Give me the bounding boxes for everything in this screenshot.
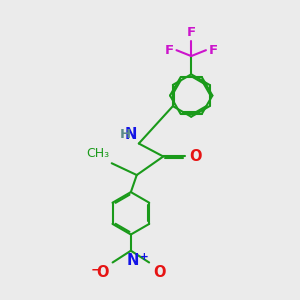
Text: +: + [140,252,148,262]
Text: N: N [126,253,139,268]
Text: F: F [209,44,218,57]
Text: −: − [90,264,101,277]
Text: F: F [164,44,174,57]
Text: N: N [125,127,137,142]
Text: CH₃: CH₃ [86,147,110,160]
Text: F: F [187,26,196,39]
Text: O: O [96,265,109,280]
Text: H: H [120,128,131,141]
Text: O: O [189,149,201,164]
Text: O: O [153,265,166,280]
